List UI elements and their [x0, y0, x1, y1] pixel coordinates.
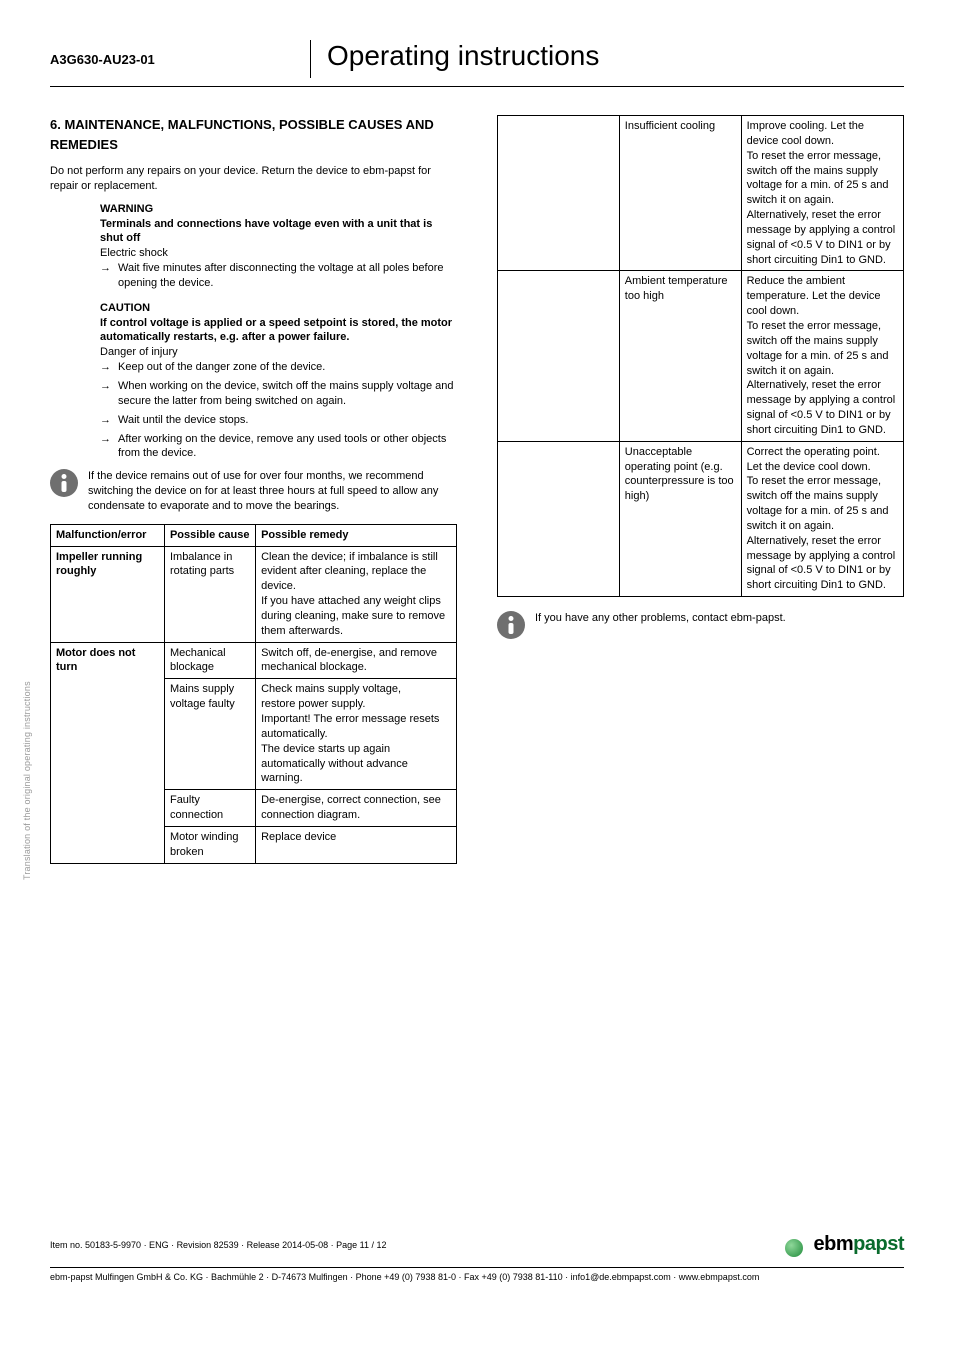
cell-remedy: Correct the operating point. Let the dev… — [741, 441, 903, 596]
warning-plain-text: Electric shock — [100, 246, 457, 261]
info-text: If you have any other problems, contact … — [535, 611, 904, 626]
caution-arrow-item: → After working on the device, remove an… — [100, 432, 457, 462]
intro-paragraph: Do not perform any repairs on your devic… — [50, 164, 457, 194]
table-header-row: Malfunction/error Possible cause Possibl… — [51, 524, 457, 546]
footer-top-row: Item no. 50183-5-9970 · ENG · Revision 8… — [50, 1233, 904, 1261]
caution-bold-text: If control voltage is applied or a speed… — [100, 316, 457, 346]
table-row: Motor does not turn Mechanical blockage … — [51, 642, 457, 679]
side-rotated-label: Translation of the original operating in… — [22, 681, 32, 880]
warning-arrow-text: Wait five minutes after disconnecting th… — [118, 261, 457, 291]
cell-remedy: Check mains supply voltage,restore power… — [256, 679, 457, 790]
caution-arrow-text: Wait until the device stops. — [118, 413, 457, 428]
table-row: Impeller running roughly Imbalance in ro… — [51, 546, 457, 642]
caution-plain-text: Danger of injury — [100, 345, 457, 360]
info-icon — [497, 611, 525, 639]
arrow-icon: → — [100, 379, 118, 409]
arrow-icon: → — [100, 413, 118, 428]
cell-cause: Ambient temperature too high — [619, 271, 741, 441]
arrow-icon: → — [100, 432, 118, 462]
brand-papst: papst — [853, 1233, 904, 1255]
model-number: A3G630-AU23-01 — [50, 40, 310, 67]
page-header: A3G630-AU23-01 Operating instructions — [50, 40, 904, 87]
warning-label: WARNING — [100, 202, 457, 217]
cell-malfunction — [498, 116, 620, 271]
document-title: Operating instructions — [310, 40, 599, 78]
arrow-icon: → — [100, 261, 118, 291]
cell-cause: Faulty connection — [164, 790, 255, 827]
troubleshoot-table-right: Insufficient cooling Improve cooling. Le… — [497, 115, 904, 597]
left-column: 6. MAINTENANCE, MALFUNCTIONS, POSSIBLE C… — [50, 115, 457, 864]
content-columns: 6. MAINTENANCE, MALFUNCTIONS, POSSIBLE C… — [50, 115, 904, 864]
cell-cause: Mechanical blockage — [164, 642, 255, 679]
cell-cause: Mains supply voltage faulty — [164, 679, 255, 790]
cell-remedy: Switch off, de-energise, and remove mech… — [256, 642, 457, 679]
cell-remedy: Improve cooling. Let the device cool dow… — [741, 116, 903, 271]
info-text: If the device remains out of use for ove… — [88, 469, 457, 514]
cell-remedy: De-energise, correct connection, see con… — [256, 790, 457, 827]
page: A3G630-AU23-01 Operating instructions 6.… — [0, 0, 954, 1300]
cell-cause: Unacceptable operating point (e.g. count… — [619, 441, 741, 596]
table-row: Ambient temperature too high Reduce the … — [498, 271, 904, 441]
footer-address: ebm-papst Mulfingen GmbH & Co. KG · Bach… — [50, 1267, 904, 1282]
th-cause: Possible cause — [164, 524, 255, 546]
cell-malfunction — [498, 271, 620, 441]
cell-malfunction: Impeller running roughly — [51, 546, 165, 642]
footer-brand: ebmpapst — [785, 1233, 904, 1257]
caution-arrow-item: → Wait until the device stops. — [100, 413, 457, 428]
caution-arrow-item: → When working on the device, switch off… — [100, 379, 457, 409]
caution-arrow-text: Keep out of the danger zone of the devic… — [118, 360, 457, 375]
caution-arrow-text: After working on the device, remove any … — [118, 432, 457, 462]
cell-cause: Imbalance in rotating parts — [164, 546, 255, 642]
cell-remedy: Replace device — [256, 826, 457, 863]
greentech-icon — [785, 1239, 803, 1257]
cell-malfunction — [498, 441, 620, 596]
warning-bold-text: Terminals and connections have voltage e… — [100, 217, 457, 247]
th-remedy: Possible remedy — [256, 524, 457, 546]
cell-malfunction: Motor does not turn — [51, 642, 165, 863]
table-row: Insufficient cooling Improve cooling. Le… — [498, 116, 904, 271]
section-heading: 6. MAINTENANCE, MALFUNCTIONS, POSSIBLE C… — [50, 115, 457, 154]
brand-ebm: ebm — [814, 1233, 854, 1255]
page-footer: Item no. 50183-5-9970 · ENG · Revision 8… — [50, 1233, 904, 1282]
caution-label: CAUTION — [100, 301, 457, 316]
info-note: If the device remains out of use for ove… — [50, 469, 457, 514]
troubleshoot-table-left: Malfunction/error Possible cause Possibl… — [50, 524, 457, 864]
warning-block: WARNING Terminals and connections have v… — [100, 202, 457, 462]
arrow-icon: → — [100, 360, 118, 375]
cell-remedy: Clean the device; if imbalance is still … — [256, 546, 457, 642]
table-row: Unacceptable operating point (e.g. count… — [498, 441, 904, 596]
info-note: If you have any other problems, contact … — [497, 611, 904, 639]
cell-cause: Motor winding broken — [164, 826, 255, 863]
cell-cause: Insufficient cooling — [619, 116, 741, 271]
footer-item-line: Item no. 50183-5-9970 · ENG · Revision 8… — [50, 1240, 387, 1250]
caution-arrow-item: → Keep out of the danger zone of the dev… — [100, 360, 457, 375]
info-icon — [50, 469, 78, 497]
right-column: Insufficient cooling Improve cooling. Le… — [497, 115, 904, 864]
caution-arrow-text: When working on the device, switch off t… — [118, 379, 457, 409]
th-malfunction: Malfunction/error — [51, 524, 165, 546]
cell-remedy: Reduce the ambient temperature. Let the … — [741, 271, 903, 441]
warning-arrow-item: → Wait five minutes after disconnecting … — [100, 261, 457, 291]
